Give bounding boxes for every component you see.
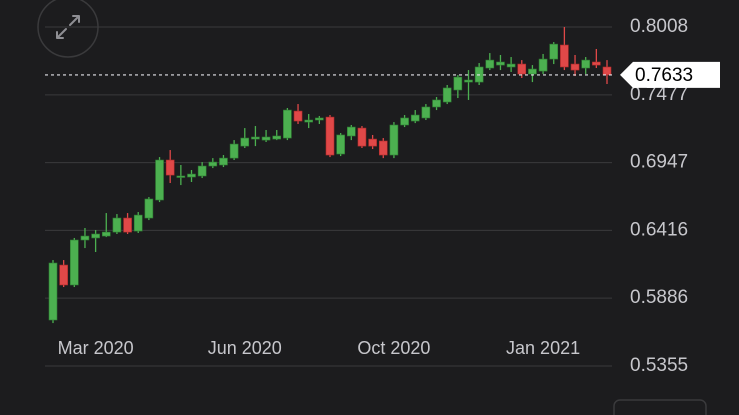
corner-button[interactable]	[613, 399, 707, 415]
candle-body	[144, 198, 154, 219]
candle-body	[378, 140, 388, 156]
x-tick-label: Mar 2020	[58, 338, 134, 358]
y-tick-label: 0.6947	[630, 152, 688, 173]
last-price-tag	[620, 61, 720, 88]
candle-body	[101, 231, 111, 237]
candle-body	[251, 136, 260, 140]
x-tick-label: Jan 2021	[506, 338, 580, 358]
x-tick-label: Jun 2020	[208, 338, 282, 358]
candle-body	[91, 233, 100, 239]
candle-body	[272, 135, 282, 140]
y-tick-label: 0.7477	[630, 84, 688, 105]
candle-body	[197, 165, 207, 177]
candle-body	[336, 134, 345, 155]
candle-body	[400, 117, 409, 126]
candle-body	[389, 124, 399, 156]
candle-body	[315, 117, 324, 121]
candle-body	[517, 63, 527, 75]
candle-body	[442, 87, 452, 103]
candle-body	[410, 114, 420, 122]
candle-body	[240, 137, 250, 147]
candle-body	[123, 217, 132, 233]
candle-body	[602, 66, 612, 76]
candle-body	[538, 58, 548, 72]
last-price-label: 0.7633	[635, 65, 693, 86]
plot: 0.5355 0.5886 0.6416 0.6947 0.7477 0.8008 Mar …	[45, 16, 720, 376]
candle-body	[176, 175, 186, 178]
candle-body	[368, 138, 377, 147]
expand-icon	[56, 15, 80, 39]
candle-body	[304, 119, 313, 123]
candle-body	[347, 126, 356, 137]
candle-body	[357, 127, 367, 147]
candle-body	[261, 136, 271, 141]
candle-body	[229, 143, 239, 159]
candle-body	[581, 59, 590, 69]
candle-body	[133, 214, 143, 232]
candle-body	[208, 161, 218, 167]
candle-body	[432, 99, 441, 108]
candle-body	[496, 61, 505, 66]
candle-body	[293, 110, 303, 122]
candle-body	[48, 262, 58, 321]
y-tick-label: 0.6416	[630, 219, 688, 240]
candle-body	[528, 68, 537, 75]
candle-body	[464, 79, 473, 83]
y-tick-label: 0.5355	[630, 355, 688, 376]
x-tick-label: Oct 2020	[357, 338, 430, 358]
candle-body	[421, 106, 431, 119]
candle-body	[570, 63, 580, 71]
candle-body	[219, 157, 228, 166]
candle-body	[80, 235, 90, 241]
candle-body	[70, 239, 79, 286]
candle-body	[155, 159, 164, 201]
candle-body	[592, 61, 601, 66]
y-tick-label: 0.5886	[630, 287, 688, 308]
candle-body	[560, 44, 569, 68]
candle-body	[453, 76, 463, 91]
expand-button[interactable]	[37, 0, 99, 58]
candle-body	[283, 109, 292, 139]
candle-body	[549, 43, 559, 60]
expand-circle	[37, 0, 99, 58]
candle-body	[325, 116, 335, 156]
candle-body	[165, 159, 175, 176]
candle-body	[485, 59, 495, 69]
candle-body	[187, 173, 196, 178]
candle-body	[112, 217, 122, 233]
y-tick-label: 0.8008	[630, 16, 688, 37]
candle-body	[506, 63, 516, 68]
candle-body	[59, 264, 68, 286]
